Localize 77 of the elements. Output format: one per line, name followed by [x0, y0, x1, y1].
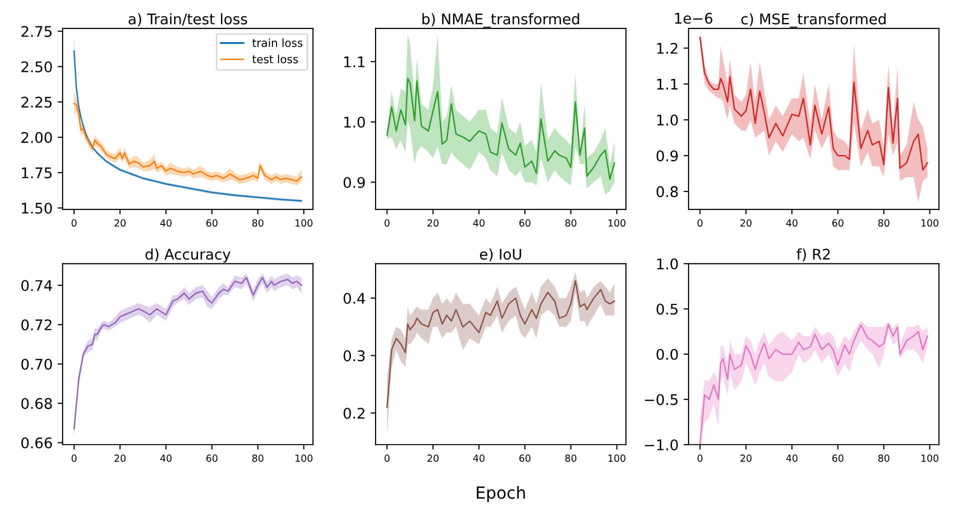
y-tick-label: 1.1: [344, 56, 364, 68]
x-tick-label: 60: [206, 219, 218, 227]
x-tick-label: 60: [519, 219, 530, 227]
y-tick-label: 1.0: [344, 116, 365, 128]
x-tick-label: 40: [473, 454, 484, 462]
y-tick-label: −1.0: [644, 439, 678, 450]
x-tick-label: 20: [114, 454, 126, 462]
line-series: [386, 280, 616, 408]
y-tick-label: 0.66: [21, 437, 52, 448]
x-tick-label: 0: [384, 219, 390, 227]
x-tick-label: 60: [832, 219, 844, 227]
x-tick-label: 0: [72, 454, 77, 462]
x-tick-label: 100: [922, 219, 938, 227]
x-tick-label: 0: [72, 219, 77, 227]
x-tick-label: 40: [786, 219, 798, 227]
x-tick-label: 20: [114, 219, 126, 227]
x-tick-label: 80: [565, 219, 576, 227]
x-tick-label: 60: [206, 454, 218, 462]
y-tick-label: 1.50: [22, 202, 52, 214]
x-tick-label: 80: [565, 454, 576, 462]
line-series: [73, 102, 302, 182]
y-tick-label: −0.5: [644, 394, 678, 406]
y-tick-label: 2.75: [21, 26, 52, 38]
y-tick-label: 1.2: [657, 42, 678, 54]
chart-title: b) NMAE_transformed: [422, 13, 580, 28]
y-tick-label: 0.5: [656, 304, 678, 315]
legend-label: train loss: [252, 38, 302, 48]
line-series: [699, 36, 928, 171]
x-tick-label: 40: [160, 219, 172, 227]
chart-title: f) R2: [796, 248, 830, 262]
x-tick-label: 40: [160, 454, 172, 462]
x-tick-label: 100: [608, 219, 626, 227]
y-tick-label: 0.0: [656, 348, 678, 360]
x-tick-label: 0: [384, 454, 390, 462]
x-tick-label: 80: [252, 454, 264, 462]
line-series: [386, 78, 616, 180]
y-tick-label: 1.1: [657, 78, 678, 90]
y-tick-label: 0.9: [344, 176, 365, 188]
chart-title: c) MSE_transformed: [741, 13, 886, 28]
x-tick-label: 0: [698, 454, 702, 462]
x-tick-label: 80: [878, 454, 890, 462]
x-tick-label: 20: [428, 219, 439, 227]
y-tick-label: 0.9: [656, 150, 678, 162]
y-tick-label: 2.25: [21, 96, 52, 108]
y-tick-label: 0.70: [21, 358, 52, 370]
x-tick-label: 40: [786, 454, 798, 462]
y-tick-label: 0.68: [21, 398, 52, 410]
y-tick-label: 0.4: [344, 292, 366, 304]
y-tick-label: 0.72: [21, 319, 52, 330]
x-tick-label: 0: [698, 219, 702, 227]
x-tick-label: 60: [519, 454, 530, 462]
x-tick-label: 20: [740, 219, 752, 227]
text: 1e−6: [675, 12, 712, 24]
chart-title: e) IoU: [480, 248, 522, 262]
chart-title: a) Train/test loss: [128, 13, 248, 26]
x-tick-label: 20: [740, 454, 752, 462]
x-axis-title: Epoch: [476, 486, 525, 502]
x-tick-label: 80: [252, 219, 264, 227]
y-tick-label: 1.0: [657, 258, 678, 270]
x-tick-label: 100: [296, 454, 312, 462]
y-tick-label: 1.0: [657, 114, 678, 126]
x-tick-label: 100: [608, 454, 626, 462]
x-tick-label: 20: [428, 454, 439, 462]
legend-label: test loss: [252, 54, 298, 64]
y-tick-label: 2.50: [21, 61, 52, 72]
y-tick-label: 0.3: [344, 350, 365, 362]
chart-title: d) Accuracy: [146, 248, 230, 263]
x-tick-label: 40: [473, 219, 484, 227]
x-tick-label: 100: [296, 219, 312, 227]
x-tick-label: 100: [922, 454, 938, 462]
y-tick-label: 1.75: [22, 168, 52, 178]
x-tick-label: 80: [878, 219, 890, 227]
y-tick-label: 0.74: [21, 280, 52, 292]
y-tick-label: 0.2: [344, 408, 364, 419]
y-tick-label: 0.8: [656, 186, 678, 198]
y-tick-label: 2.00: [21, 132, 52, 144]
x-tick-label: 60: [832, 454, 844, 462]
